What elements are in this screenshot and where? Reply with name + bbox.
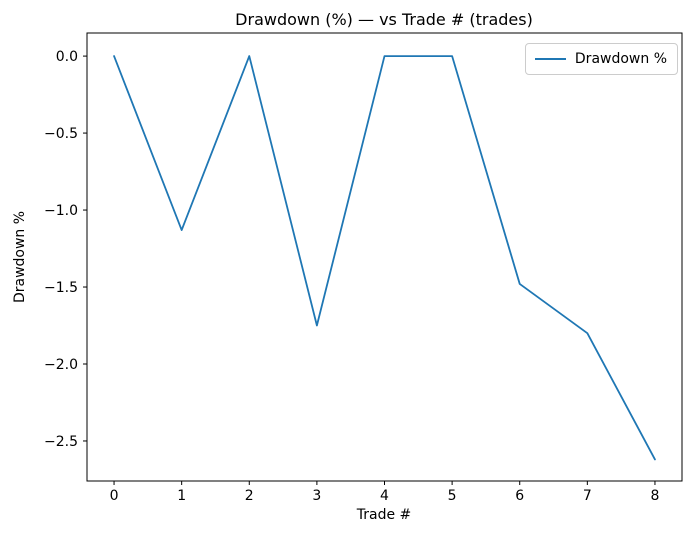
- x-tick-label: 4: [380, 488, 389, 504]
- x-tick-label: 5: [448, 488, 457, 504]
- x-tick-label: 7: [583, 488, 592, 504]
- legend-line-sample: [534, 58, 566, 60]
- y-tick-label: −1.0: [44, 203, 78, 219]
- y-tick-label: −0.5: [44, 126, 78, 142]
- x-tick-label: 1: [177, 488, 186, 504]
- legend: Drawdown %: [524, 43, 678, 75]
- x-tick-label: 6: [515, 488, 524, 504]
- y-tick-label: 0.0: [56, 49, 78, 65]
- chart-title: Drawdown (%) — vs Trade # (trades): [235, 10, 533, 29]
- x-tick-label: 3: [312, 488, 321, 504]
- y-tick-label: −1.5: [44, 280, 78, 296]
- y-tick-label: −2.5: [44, 434, 78, 450]
- drawdown-line-series: [113, 55, 656, 461]
- axes-spines: [86, 32, 683, 482]
- x-tick-label: 8: [650, 488, 659, 504]
- x-axis-label: Trade #: [356, 507, 412, 523]
- y-tick-label: −2.0: [44, 357, 78, 373]
- x-tick-label: 0: [110, 488, 119, 504]
- legend-entry-label: Drawdown %: [574, 51, 667, 67]
- y-axis-label: Drawdown %: [12, 210, 28, 304]
- x-tick-label: 2: [245, 488, 254, 504]
